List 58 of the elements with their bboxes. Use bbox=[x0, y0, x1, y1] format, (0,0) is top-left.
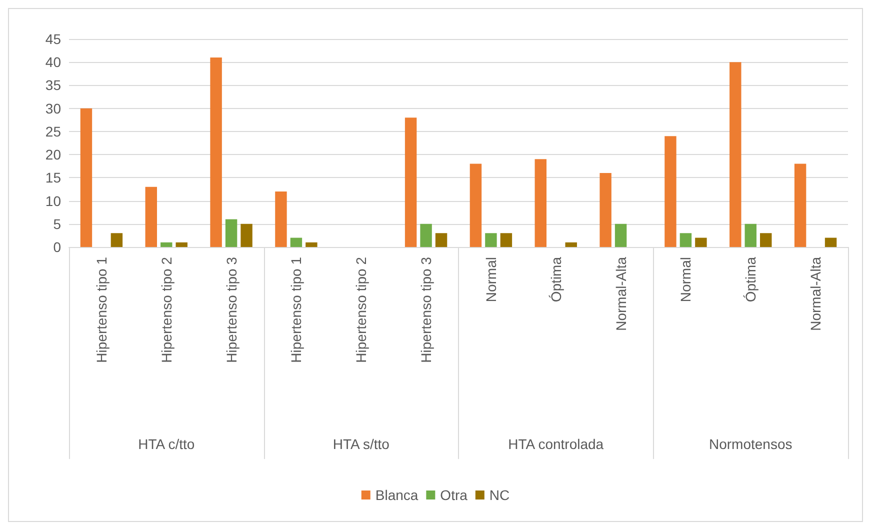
bar bbox=[824, 238, 837, 247]
bar bbox=[80, 108, 92, 247]
x-tick-label: Normal bbox=[482, 257, 499, 302]
y-tick-label: 0 bbox=[53, 239, 62, 255]
x-tick-label: Normal-Alta bbox=[808, 256, 824, 331]
bar bbox=[210, 57, 222, 247]
bar bbox=[145, 186, 157, 247]
bar bbox=[110, 233, 123, 247]
x-tick-label: Normal bbox=[678, 257, 694, 302]
bar bbox=[160, 242, 172, 247]
text: HTA s/tto bbox=[332, 436, 390, 452]
legend-label: Otra bbox=[440, 487, 468, 503]
x-tick-label: Hipertenso tipo 1 bbox=[288, 256, 304, 363]
legend-label: NC bbox=[489, 487, 510, 503]
x-tick-label: Hipertenso tipo 3 bbox=[418, 256, 434, 363]
bar bbox=[470, 164, 482, 247]
bar bbox=[240, 224, 252, 247]
x-tick-label: Hipertenso tipo 1 bbox=[93, 256, 110, 363]
y-tick-label: 15 bbox=[45, 170, 62, 186]
bar bbox=[794, 164, 806, 247]
y-tick-label: 10 bbox=[45, 192, 62, 209]
bar bbox=[420, 224, 432, 247]
y-tick-label: 25 bbox=[45, 123, 62, 140]
y-tick-label: 45 bbox=[45, 31, 62, 47]
x-tick-label: Hipertenso tipo 2 bbox=[158, 256, 174, 363]
bar bbox=[225, 219, 238, 247]
y-tick-label: 35 bbox=[45, 77, 62, 94]
x-tick-label: Hipertenso tipo 2 bbox=[353, 256, 370, 363]
bar bbox=[290, 238, 302, 247]
bar bbox=[730, 62, 742, 247]
bar bbox=[306, 242, 318, 247]
x-tick-label: Normal-Alta bbox=[612, 256, 629, 331]
bar bbox=[275, 192, 287, 247]
y-tick-label: 30 bbox=[45, 100, 62, 116]
bar bbox=[485, 233, 497, 247]
y-tick-label: 40 bbox=[45, 54, 62, 70]
y-tick-label: 20 bbox=[45, 146, 62, 163]
bar bbox=[565, 242, 577, 247]
bar bbox=[500, 233, 512, 247]
legend-label: Blanca bbox=[375, 487, 418, 503]
x-tick-label: Hipertenso tipo 3 bbox=[223, 256, 240, 363]
bar bbox=[404, 118, 417, 247]
bar bbox=[760, 233, 772, 247]
text: HTA controlada bbox=[508, 436, 604, 452]
bar bbox=[614, 224, 627, 247]
bar bbox=[664, 136, 676, 247]
bar bbox=[744, 224, 756, 247]
bar bbox=[176, 242, 188, 247]
bar bbox=[534, 159, 546, 247]
x-tick-label: Óptima bbox=[548, 256, 564, 302]
bar bbox=[435, 233, 448, 247]
bar bbox=[680, 233, 692, 247]
text: Normotensos bbox=[708, 436, 792, 452]
x-tick-label: Óptima bbox=[742, 256, 759, 302]
text: HTA c/tto bbox=[138, 436, 195, 452]
bar bbox=[695, 238, 707, 247]
bar bbox=[600, 173, 612, 247]
y-tick-label: 5 bbox=[53, 216, 62, 232]
